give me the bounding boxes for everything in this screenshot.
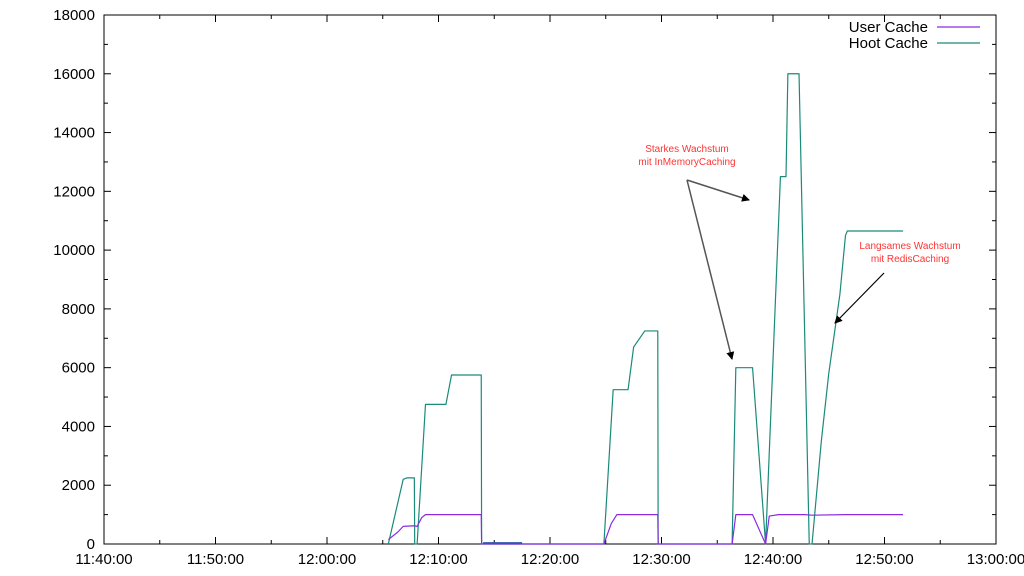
x-tick-label: 12:30:00 bbox=[632, 551, 690, 568]
y-tick-label: 2000 bbox=[62, 477, 95, 494]
y-tick-label: 10000 bbox=[53, 242, 95, 259]
annotations-group: Starkes Wachstum mit InMemoryCaching Langs… bbox=[638, 144, 961, 360]
series-line-hoot-cache bbox=[387, 73, 904, 545]
series-group bbox=[387, 73, 904, 545]
annotation-2-arrow bbox=[834, 272, 885, 324]
legend-label-1: Hoot Cache bbox=[849, 35, 928, 52]
annotation-1-line-0: Starkes Wachstum bbox=[645, 144, 729, 155]
x-tick-label: 13:00:00 bbox=[967, 551, 1024, 568]
x-tick-label: 11:50:00 bbox=[187, 551, 244, 568]
annotation-1-arrow-a bbox=[686, 179, 750, 202]
x-tick-label: 12:00:00 bbox=[298, 551, 356, 568]
y-tick-label: 16000 bbox=[53, 66, 95, 83]
x-tick-label: 12:20:00 bbox=[521, 551, 579, 568]
y-tick-label: 4000 bbox=[62, 418, 95, 435]
x-tick-label: 11:40:00 bbox=[75, 551, 132, 568]
series-line-user-cache bbox=[387, 514, 904, 545]
y-tick-label: 18000 bbox=[53, 7, 95, 24]
x-tick-label: 12:40:00 bbox=[744, 551, 802, 568]
annotation-1-line-1: mit InMemoryCaching bbox=[638, 157, 735, 168]
annotation-2-line-1: mit RedisCaching bbox=[871, 254, 949, 265]
legend-label-0: User Cache bbox=[849, 19, 928, 36]
y-tick-label: 6000 bbox=[62, 360, 95, 377]
y-tick-label: 14000 bbox=[53, 125, 95, 142]
axes: 11:40:00 11:50:00 12:00:00 12:10:00 12:20:00… bbox=[53, 7, 1024, 568]
y-tick-label: 12000 bbox=[53, 183, 95, 200]
x-tick-label: 12:10:00 bbox=[409, 551, 467, 568]
y-tick-label: 8000 bbox=[62, 301, 95, 318]
y-tick-label: 0 bbox=[87, 536, 95, 553]
annotation-1-arrow-b bbox=[686, 179, 735, 360]
annotation-2-line-0: Langsames Wachstum bbox=[859, 241, 960, 252]
x-tick-label: 12:50:00 bbox=[855, 551, 913, 568]
